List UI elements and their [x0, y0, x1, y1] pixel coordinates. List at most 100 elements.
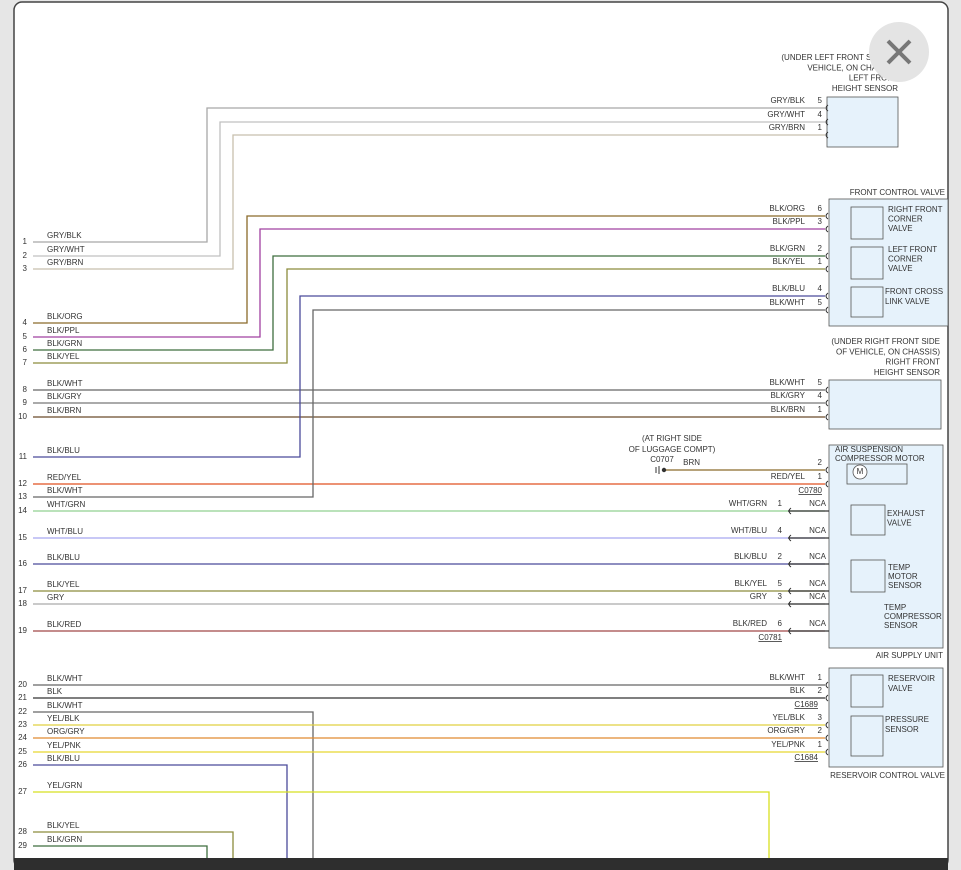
- connector-symbol: [825, 265, 829, 273]
- wire-label: GRY/BLK: [47, 231, 82, 240]
- wire-label: YEL/BLK: [47, 714, 80, 723]
- labels: 1 GRY/BLK 2 GRY/WHT 3 GRY/BRN 4 BLK/ORG 5 BLK/PPL…: [18, 53, 945, 850]
- pin-number: 17: [18, 586, 27, 595]
- connector-id: C1684: [794, 753, 818, 762]
- pin-number: 14: [18, 506, 27, 515]
- valve-symbol: [850, 674, 884, 708]
- wire-label: BLK/YEL: [47, 821, 80, 830]
- wire-label: BLK/WHT: [769, 298, 805, 307]
- pin-number: 6: [778, 619, 783, 628]
- connector-symbol: [825, 306, 829, 314]
- temp-sensor-symbol: [850, 559, 886, 593]
- pin-number: 1: [818, 472, 823, 481]
- pin-number: 29: [18, 841, 27, 850]
- wire-label: YEL/BLK: [773, 713, 806, 722]
- pin-number: 22: [18, 707, 27, 716]
- component-label: PRESSURE: [885, 715, 929, 724]
- connector-symbol: [825, 413, 829, 421]
- wire-label: GRY: [47, 593, 65, 602]
- component-label: LEFT FRONT: [849, 74, 898, 83]
- component-label: CORNER: [888, 215, 923, 224]
- pin-number: 2: [818, 458, 823, 467]
- wire: [33, 711, 314, 858]
- pin-number: 15: [18, 533, 27, 542]
- wire-label: BLK/BLU: [47, 553, 80, 562]
- pin-number: 5: [818, 96, 823, 105]
- wire-label: GRY/BRN: [47, 258, 84, 267]
- wire: [33, 831, 234, 858]
- wire-label: GRY/WHT: [47, 245, 85, 254]
- close-button[interactable]: [869, 22, 929, 82]
- component-label: VALVE: [888, 264, 913, 273]
- wire-label: GRY/BLK: [770, 96, 805, 105]
- component-label: COMPRESSOR: [884, 612, 942, 621]
- component-label: MOTOR: [888, 572, 918, 581]
- wire-label: GRY/WHT: [767, 110, 805, 119]
- component-label: FRONT CROSS: [885, 287, 943, 296]
- wire-label: BLK/ORG: [47, 312, 83, 321]
- wire-label: BLK/WHT: [47, 674, 83, 683]
- pin-number: 2: [818, 686, 823, 695]
- wire-label: BLK/GRY: [47, 392, 82, 401]
- component-label: OF VEHICLE, ON CHASSIS): [836, 347, 940, 356]
- splice: [661, 467, 667, 473]
- component-label: AIR SUPPLY UNIT: [876, 651, 943, 660]
- wire-label: RED/YEL: [771, 472, 806, 481]
- wire-label: BLK/RED: [733, 619, 767, 628]
- connector-symbol: [825, 466, 829, 474]
- pin-number: 2: [23, 251, 28, 260]
- wire-label: GRY/BRN: [769, 123, 806, 132]
- component-label: SENSOR: [888, 581, 922, 590]
- component-label: EXHAUST: [887, 509, 925, 518]
- connector-symbol: [825, 252, 829, 260]
- pin-number: 7: [23, 358, 28, 367]
- nca-label: NCA: [809, 499, 827, 508]
- pin-number: 8: [23, 385, 28, 394]
- connector-symbol: [825, 292, 829, 300]
- component-label: RIGHT FRONT: [888, 205, 943, 214]
- component-label: SENSOR: [884, 621, 918, 630]
- connector-symbol: [825, 694, 829, 702]
- component-label: VALVE: [888, 224, 913, 233]
- right-front-height-sensor: [828, 379, 942, 430]
- pin-number: 12: [18, 479, 27, 488]
- wire-label: BLK/WHT: [47, 486, 83, 495]
- wire-label: BLK/YEL: [773, 257, 806, 266]
- connector-symbol: [825, 480, 829, 488]
- pin-number: 1: [818, 740, 823, 749]
- wire-label: BLK: [47, 687, 63, 696]
- connector-symbol: [825, 104, 829, 112]
- wire-label: BLK/BLU: [47, 446, 80, 455]
- motor-symbol: M: [857, 467, 864, 476]
- wire-label: WHT/BLU: [731, 526, 767, 535]
- wire-label: BLK/BRN: [47, 406, 81, 415]
- close-icon[interactable]: [886, 39, 912, 65]
- component-label: VALVE: [888, 684, 913, 693]
- pin-number: 2: [778, 552, 783, 561]
- wire-label: BLK/YEL: [735, 579, 768, 588]
- reservoir-control-valve: [828, 667, 944, 768]
- component-label: RESERVOIR: [888, 674, 935, 683]
- wire: [33, 134, 825, 270]
- connector-id: C1689: [794, 700, 818, 709]
- pin-number: 16: [18, 559, 27, 568]
- toolbar: [14, 858, 948, 870]
- wire-label: BLK/BLU: [47, 754, 80, 763]
- connector-id: C0781: [758, 633, 782, 642]
- component-label: (UNDER LEFT FRONT SIDE OF: [781, 53, 898, 62]
- pin-number: 4: [818, 284, 823, 293]
- connector-symbol: [825, 748, 829, 756]
- connector-symbol: [825, 681, 829, 689]
- wire-label: WHT/BLU: [47, 527, 83, 536]
- component-label: SENSOR: [885, 725, 919, 734]
- valve-symbol: [850, 206, 884, 240]
- wire: [33, 228, 825, 338]
- component-label: TEMP: [888, 563, 910, 572]
- wire-label: BLK/WHT: [47, 701, 83, 710]
- wire-label: BLK: [790, 686, 806, 695]
- valve-symbol: [850, 286, 884, 318]
- wire-label: BLK/ORG: [769, 204, 805, 213]
- pin-number: 2: [818, 726, 823, 735]
- pin-number: 5: [23, 332, 28, 341]
- wire: [33, 295, 825, 458]
